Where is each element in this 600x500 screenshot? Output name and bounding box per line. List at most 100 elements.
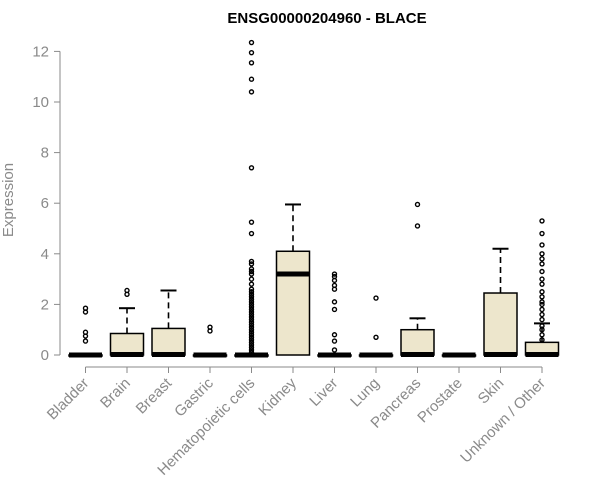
chart-title: ENSG00000204960 - BLACE <box>227 10 426 27</box>
outlier-point <box>248 219 255 225</box>
box-gastric <box>192 324 228 358</box>
outlier-point <box>373 295 379 301</box>
outlier-point <box>248 347 255 353</box>
outlier-point <box>331 332 338 338</box>
outlier-point <box>248 332 255 338</box>
outlier-point <box>539 299 545 305</box>
outlier-point <box>248 339 255 346</box>
outlier-point <box>539 261 545 267</box>
outlier-point <box>539 276 545 282</box>
y-axis-label: Expression <box>0 163 17 237</box>
box-unknown-other <box>524 218 560 357</box>
y-tick-label: 10 <box>32 94 49 111</box>
outlier-point <box>331 273 338 280</box>
outlier-point <box>248 258 255 265</box>
outlier-point <box>414 201 421 208</box>
outlier-point <box>248 304 255 310</box>
outlier-point <box>539 311 545 318</box>
outlier-point <box>82 329 89 335</box>
outlier-point <box>539 281 545 287</box>
outlier-point <box>248 349 255 356</box>
box-pancreas <box>400 201 435 357</box>
outlier-point <box>248 311 255 318</box>
box-body <box>275 250 311 356</box>
box-lung <box>358 295 394 358</box>
box-liver <box>317 271 352 358</box>
outlier-point <box>248 89 255 95</box>
outlier-point <box>331 347 338 353</box>
outlier-point <box>82 305 89 311</box>
x-tick-label: Skin <box>475 375 508 408</box>
outlier-point <box>207 324 213 330</box>
box-body <box>483 292 518 356</box>
outlier-point <box>539 218 545 224</box>
outlier-point <box>539 316 545 323</box>
outlier-point <box>539 251 545 257</box>
y-tick-label: 12 <box>32 43 49 60</box>
outlier-point <box>248 39 255 46</box>
outlier-point <box>248 301 255 308</box>
outlier-point <box>414 223 421 229</box>
box-brain <box>109 287 145 357</box>
outlier-point <box>331 299 338 305</box>
y-axis: 0 2 4 6 8 10 12 <box>32 43 61 364</box>
outlier-point <box>248 261 255 267</box>
outlier-point <box>539 301 545 308</box>
outlier-point <box>373 334 379 340</box>
outlier-point <box>248 337 255 343</box>
outlier-point <box>248 268 255 275</box>
outlier-point <box>248 306 255 313</box>
outlier-point <box>248 299 255 305</box>
x-tick-label: Lung <box>347 375 383 411</box>
boxes-layer <box>68 39 560 358</box>
outlier-point <box>539 337 545 343</box>
box-prostate <box>441 352 477 358</box>
outlier-point <box>248 60 255 66</box>
outlier-point <box>248 49 255 56</box>
outlier-point <box>248 321 255 328</box>
outlier-point <box>248 291 255 297</box>
outlier-point <box>248 76 255 82</box>
x-tick-label: Bladder <box>44 375 93 424</box>
outlier-point <box>248 165 255 171</box>
outlier-point <box>248 319 255 325</box>
y-tick-label: 2 <box>41 296 49 313</box>
x-tick-label: Kidney <box>255 374 300 419</box>
y-tick-label: 8 <box>41 145 49 162</box>
outlier-point <box>248 281 255 287</box>
outlier-point <box>248 314 255 320</box>
outlier-point <box>539 289 545 295</box>
x-tick-label: Liver <box>306 375 341 410</box>
y-tick-label: 4 <box>41 246 49 263</box>
outlier-point <box>539 294 545 300</box>
outlier-point <box>82 338 89 344</box>
outlier-point <box>248 324 255 330</box>
box-breast <box>151 289 186 357</box>
x-tick-label: Brain <box>97 375 134 412</box>
outlier-point <box>331 271 338 277</box>
outlier-point <box>248 286 255 292</box>
outlier-point <box>248 327 255 333</box>
y-tick-label: 0 <box>41 347 49 364</box>
outlier-point <box>539 323 545 329</box>
box-body <box>151 327 186 356</box>
outlier-point <box>248 329 255 335</box>
outlier-point <box>331 282 338 289</box>
outlier-point <box>331 306 338 313</box>
outlier-point <box>248 276 255 282</box>
box-hematopoietic-cells <box>234 39 269 358</box>
outlier-point <box>331 338 338 344</box>
x-tick-label: Prostate <box>414 375 466 427</box>
outlier-point <box>248 230 255 237</box>
outlier-point <box>539 256 545 262</box>
outlier-point <box>248 296 255 303</box>
outlier-point <box>539 230 545 237</box>
outlier-point <box>248 342 255 348</box>
outlier-point <box>539 332 545 338</box>
x-tick-label: Breast <box>133 374 176 417</box>
outlier-point <box>248 309 255 315</box>
outlier-point <box>248 334 255 340</box>
y-tick-label: 6 <box>41 195 49 212</box>
